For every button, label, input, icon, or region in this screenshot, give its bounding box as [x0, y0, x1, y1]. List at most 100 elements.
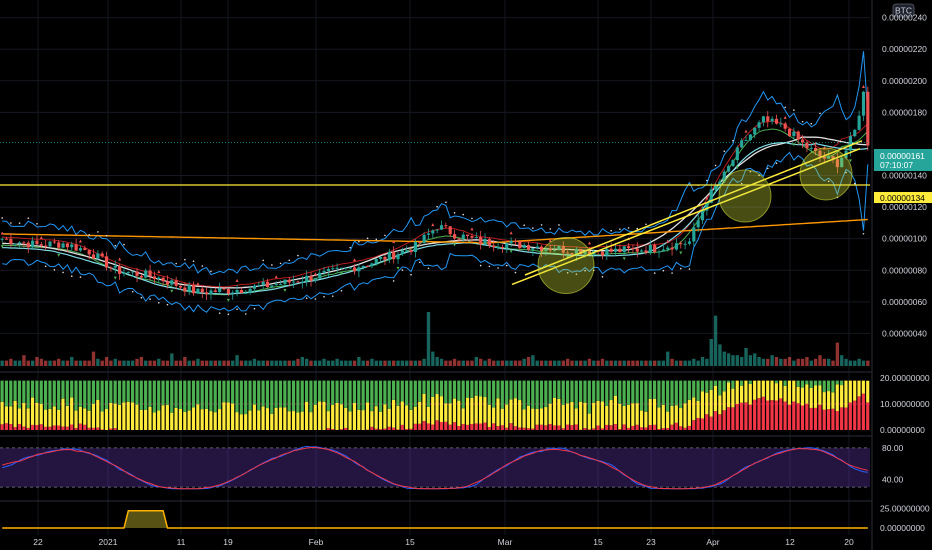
volume-bar [431, 351, 435, 366]
volume-bar [148, 360, 152, 366]
sar-dot [740, 182, 743, 185]
price-pane[interactable] [0, 51, 870, 316]
highlight-circle [718, 169, 772, 223]
volume-bar [783, 358, 787, 366]
oscillator-pane-3[interactable] [0, 510, 870, 529]
candle-body [453, 234, 457, 239]
osc1-bar-red [722, 410, 726, 430]
volume-bar [109, 360, 113, 366]
osc1-bar-green [566, 380, 570, 404]
osc1-bar-red [561, 428, 565, 430]
sar-dot [366, 237, 369, 240]
osc1-bar-green [822, 380, 826, 393]
osc1-bar-yellow [439, 396, 443, 422]
osc1-bar-green [22, 380, 26, 403]
osc1-bar-green [439, 380, 443, 397]
osc1-bar-yellow [35, 402, 39, 425]
osc1-bar-green [209, 380, 213, 412]
osc1-bar-yellow [87, 410, 91, 428]
symbol-badge[interactable]: BTC [892, 3, 915, 18]
volume-bar [357, 357, 361, 366]
volume-bar [574, 360, 579, 366]
osc1-bar-yellow [618, 403, 622, 430]
osc1-bar-yellow [365, 402, 370, 430]
candle-body [287, 279, 291, 283]
candle-body [827, 156, 831, 159]
osc1-bar-yellow [774, 383, 778, 401]
volume-bar [331, 360, 335, 366]
candle-body [705, 202, 709, 211]
osc1-bar-red [866, 402, 870, 430]
osc1-bar-red [518, 427, 522, 430]
osc1-bar-red [674, 422, 678, 430]
sar-dot [766, 167, 769, 170]
osc1-bar-green [274, 380, 278, 408]
osc1-bar-yellow [740, 385, 744, 403]
osc1-bar-red [709, 416, 713, 430]
volume-bar [557, 360, 561, 366]
sar-dot [131, 290, 134, 293]
candle-body [561, 246, 565, 253]
sar-dot [97, 231, 99, 233]
volume-bar [131, 360, 135, 366]
volume-bar [505, 360, 509, 366]
volume-bar [0, 360, 4, 366]
volume-bars [0, 312, 870, 366]
candle-body [196, 288, 200, 294]
osc1-bar-green [374, 380, 378, 407]
volume-bar [226, 360, 231, 366]
candle-body [439, 225, 444, 230]
oscillator-pane-1[interactable] [0, 380, 870, 430]
sar-dot [645, 223, 647, 226]
osc1-bar-red [405, 428, 409, 430]
osc1-bar-yellow [705, 392, 709, 415]
osc1-bar-red [374, 428, 378, 430]
osc1-bar-green [696, 380, 700, 401]
osc1-bar-yellow [104, 409, 109, 430]
price-axis-label: 0.00000040 [882, 328, 927, 338]
candle-body [352, 267, 357, 272]
osc1-bar-yellow [183, 412, 187, 430]
osc1-bar-red [740, 402, 744, 430]
sar-dot [688, 268, 691, 270]
sar-dot [810, 122, 813, 125]
candle-body [170, 280, 174, 285]
sar-dot [566, 271, 569, 274]
osc1-bar-green [17, 380, 22, 409]
osc1-bar-red [457, 425, 461, 430]
candle-body [31, 240, 35, 248]
osc1-bar-yellow [157, 410, 161, 430]
osc1-bar-red [418, 423, 422, 430]
osc1-bar-green [70, 380, 74, 398]
candle-body [431, 230, 435, 234]
osc1-bar-red [766, 400, 770, 430]
osc1-bar-green [252, 380, 256, 405]
osc1-bar-green [731, 380, 735, 389]
osc1-bar-yellow [635, 403, 639, 425]
osc1-bar-yellow [535, 408, 539, 425]
sar-dot [575, 273, 578, 275]
time-axis-label: Mar [498, 537, 513, 547]
signal-arrow-down [453, 243, 457, 247]
osc1-bar-green [231, 380, 235, 404]
volume-bar [9, 358, 13, 366]
osc1-bar-yellow [670, 405, 674, 425]
osc1-bar-yellow [452, 398, 457, 423]
candle-body [779, 123, 783, 125]
highlight-circle [537, 237, 595, 295]
signal-arrow-down [509, 250, 513, 254]
volume-bar [200, 360, 204, 366]
sar-dot [105, 234, 108, 237]
volume-bar [30, 360, 35, 366]
signal-arrow-up [196, 282, 200, 286]
candle-body [535, 246, 539, 249]
osc1-bar-yellow [674, 405, 678, 423]
osc1-bar-green [596, 380, 600, 401]
oscillator-pane-2[interactable] [0, 445, 870, 490]
signal-arrow-down [339, 272, 343, 276]
candle-body [809, 147, 813, 149]
time-axis-label: 11 [177, 537, 186, 547]
time-axis-label: 2021 [99, 537, 118, 547]
volume-bar [204, 360, 209, 366]
